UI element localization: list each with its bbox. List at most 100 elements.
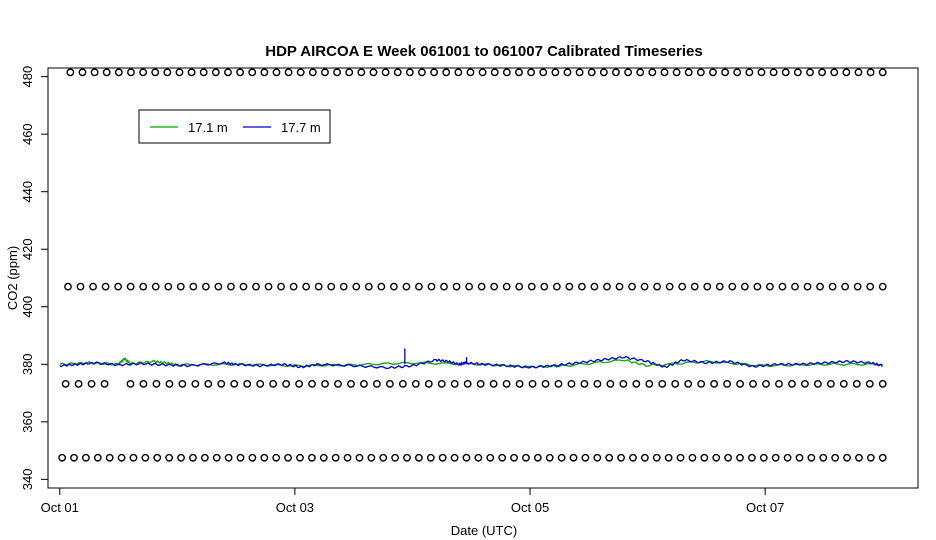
marker-point [671,379,680,388]
marker-point [736,379,744,388]
marker-point [477,282,486,291]
x-axis: Oct 01 Oct 03 Oct 05 Oct 07 [41,488,784,515]
legend-label-17-1-m: 17.1 m [188,120,228,135]
marker-point [854,68,863,77]
marker-point [828,282,837,291]
marker-point [427,282,436,291]
marker-point [697,379,706,388]
marker-point [321,379,329,388]
marker-point [178,379,187,388]
marker-point [843,453,851,462]
x-tick-label: Oct 01 [41,500,79,515]
marker-point [105,453,114,462]
marker-point [347,379,355,388]
marker-point [593,379,602,388]
marker-point [212,453,221,462]
marker-point [78,68,87,77]
x-axis-label: Date (UTC) [451,523,517,538]
marker-point [277,282,285,291]
marker-point [379,453,388,462]
marker-point [748,453,756,462]
marker-point [66,68,75,77]
y-tick-label: 380 [20,353,35,375]
marker-point [189,282,198,291]
marker-point [563,68,572,77]
marker-point [672,68,681,77]
marker-point [778,282,787,291]
marker-point [826,379,835,388]
marker-point [339,282,348,291]
marker-point [490,68,499,77]
marker-point [236,453,245,462]
marker-point [841,282,850,291]
marker-point [415,453,423,462]
marker-point [360,379,368,388]
marker-point [791,282,799,291]
marker-point [603,282,611,291]
marker-point [165,379,174,388]
marker-point [653,282,662,291]
marker-point [788,379,796,388]
y-tick-label: 420 [20,238,35,260]
marker-point [308,68,317,77]
marker-point [252,282,260,291]
marker-point [721,68,730,77]
marker-point [474,453,483,462]
marker-point [502,68,511,77]
marker-point [151,282,160,291]
marker-point [319,453,328,462]
marker-point [759,453,768,462]
marker-point [438,453,447,462]
marker-point [308,379,316,388]
y-axis-label: CO2 (ppm) [5,246,20,310]
marker-point [462,453,471,462]
marker-point [617,453,625,462]
marker-point [70,453,78,462]
marker-point [578,282,586,291]
marker-point [224,453,233,462]
marker-point [715,282,724,291]
marker-point [640,282,649,291]
marker-point [114,68,123,77]
marker-point [807,453,816,462]
marker-point [58,453,67,462]
marker-point [302,282,311,291]
marker-point [502,379,511,388]
marker-point [76,282,85,291]
marker-point [93,453,102,462]
marker-point [230,379,239,388]
marker-point [264,282,273,291]
marker-point [515,379,524,388]
marker-point [866,453,875,462]
marker-point [450,379,459,388]
marker-point [878,68,887,77]
marker-point [605,453,614,462]
marker-point [364,282,373,291]
marker-point [201,282,210,291]
marker-point [510,453,518,462]
marker-point [282,379,291,388]
plot-frame [47,67,919,489]
marker-point [527,282,536,291]
marker-point [678,282,687,291]
marker-point [129,453,138,462]
marker-point [272,68,281,77]
marker-point [296,68,305,77]
marker-point [724,453,733,462]
marker-point [430,68,438,77]
marker-point [552,282,561,291]
marker-point [272,453,281,462]
marker-point [771,453,780,462]
marker-point [214,282,223,291]
marker-point [676,453,685,462]
marker-point [728,282,737,291]
marker-point [367,453,376,462]
marker-point [295,379,303,388]
marker-point [831,453,840,462]
marker-point [296,453,304,462]
y-tick-label: 400 [20,296,35,318]
marker-point [418,68,426,77]
marker-point [177,453,185,462]
marker-point [783,453,792,462]
marker-point [658,379,667,388]
